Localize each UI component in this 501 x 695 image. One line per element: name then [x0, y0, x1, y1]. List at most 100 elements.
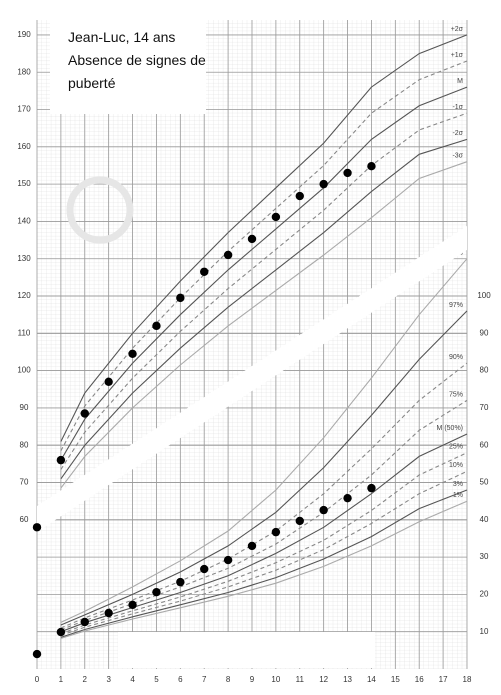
white-band — [37, 226, 467, 532]
measurement-dot — [56, 627, 66, 637]
y2-tick-label: 90 — [480, 328, 489, 337]
x-tick-label: 10 — [271, 675, 280, 684]
measurement-dot — [80, 409, 89, 418]
y-tick-label: 150 — [17, 179, 31, 188]
curve-label: -3σ — [452, 153, 463, 160]
annotation-line: Absence de signes de — [68, 52, 206, 68]
measurement-dot — [319, 179, 328, 189]
curve-label: 97% — [449, 302, 463, 309]
curve-label: +1σ — [451, 52, 464, 59]
curve-label: 90% — [449, 354, 463, 361]
y-tick-label: 120 — [17, 291, 31, 300]
y-tick-label: 70 — [20, 478, 29, 487]
measurement-dot — [104, 377, 113, 386]
measurement-dot — [247, 234, 257, 244]
measurement-dot — [223, 250, 233, 260]
y-tick-label: 160 — [17, 142, 31, 151]
measurement-dot — [128, 349, 137, 359]
measurement-dot — [343, 168, 352, 178]
x-tick-label: 5 — [154, 675, 159, 684]
measurement-dot — [247, 541, 257, 551]
measurement-dot — [367, 483, 376, 493]
x-tick-label: 13 — [343, 675, 352, 684]
y2-tick-label: 40 — [480, 515, 489, 524]
measurement-dot — [104, 608, 113, 618]
x-tick-label: 14 — [367, 675, 376, 684]
y2-tick-label: 80 — [480, 366, 489, 375]
y2-tick-label: 70 — [480, 403, 489, 412]
x-tick-label: 15 — [391, 675, 400, 684]
reference-curve — [60, 310, 468, 626]
y2-tick-label: 50 — [480, 478, 489, 487]
measurement-dot — [367, 162, 376, 171]
x-tick-label: 6 — [178, 675, 183, 684]
x-tick-label: 11 — [296, 675, 305, 684]
curve-label: 75% — [449, 391, 463, 398]
measurement-dot — [176, 293, 185, 303]
reference-curve — [60, 452, 468, 635]
measurement-dot — [128, 600, 137, 610]
measurement-dot — [271, 527, 281, 537]
x-tick-label: 8 — [226, 675, 231, 684]
reference-curve — [60, 60, 468, 452]
annotation-box — [50, 16, 206, 114]
reference-curve — [60, 112, 468, 470]
measurement-dot — [32, 523, 42, 532]
y2-tick-label: 30 — [480, 552, 489, 561]
y-tick-label: 80 — [20, 440, 29, 449]
measurement-dot — [223, 555, 233, 565]
y-tick-label: 190 — [17, 30, 31, 39]
y-tick-label: 60 — [20, 515, 29, 524]
measurement-dot — [200, 267, 209, 276]
curve-label: -1σ — [452, 104, 463, 111]
curve-label: M (50%) — [437, 425, 463, 432]
curve-label: 25% — [449, 444, 463, 451]
curve-label: M — [457, 78, 463, 85]
y2-tick-label: 20 — [480, 590, 489, 599]
measurement-dot — [152, 321, 161, 331]
measurement-dot — [176, 577, 185, 587]
measurement-dot — [152, 587, 161, 597]
measurement-dot — [295, 516, 304, 526]
x-tick-label: 0 — [35, 675, 40, 684]
y-tick-label: 110 — [18, 328, 31, 337]
reference-curve — [60, 470, 468, 636]
measurement-dot — [319, 505, 328, 515]
y-tick-label: 100 — [17, 366, 31, 375]
x-tick-label: 17 — [439, 675, 448, 684]
y2-tick-label: 60 — [480, 440, 489, 449]
y-tick-label: 170 — [17, 105, 31, 114]
x-tick-label: 2 — [83, 675, 88, 684]
reference-curve — [60, 258, 468, 623]
y-tick-label: 130 — [17, 254, 31, 263]
x-tick-label: 12 — [319, 675, 328, 684]
curve-label: +2σ — [451, 26, 464, 33]
curve-label: 1% — [453, 492, 463, 499]
measurement-dot — [200, 564, 209, 574]
y2-tick-label: 100 — [477, 291, 491, 300]
y2-tick-label: 10 — [480, 627, 489, 636]
curve-label: 3% — [453, 481, 463, 488]
measurement-dot — [343, 493, 352, 503]
x-tick-label: 7 — [202, 675, 207, 684]
male-symbol — [66, 176, 134, 244]
x-tick-label: 16 — [415, 675, 424, 684]
measurements — [32, 162, 376, 659]
measurement-dot — [56, 455, 66, 465]
x-tick-label: 9 — [250, 675, 255, 684]
y-tick-label: 90 — [20, 403, 29, 412]
reference-curve — [60, 86, 468, 461]
reference-curve — [60, 34, 468, 442]
annotation-line: puberté — [68, 75, 116, 91]
measurement-dot — [295, 191, 304, 201]
reference-curve — [60, 489, 468, 638]
reference-curve — [60, 161, 468, 489]
x-tick-label: 3 — [106, 675, 111, 684]
white-box — [118, 632, 375, 668]
curve-label: -2σ — [452, 130, 463, 137]
y-tick-label: 140 — [17, 217, 31, 226]
major-grid — [36, 20, 468, 669]
reference-curve — [60, 500, 468, 639]
